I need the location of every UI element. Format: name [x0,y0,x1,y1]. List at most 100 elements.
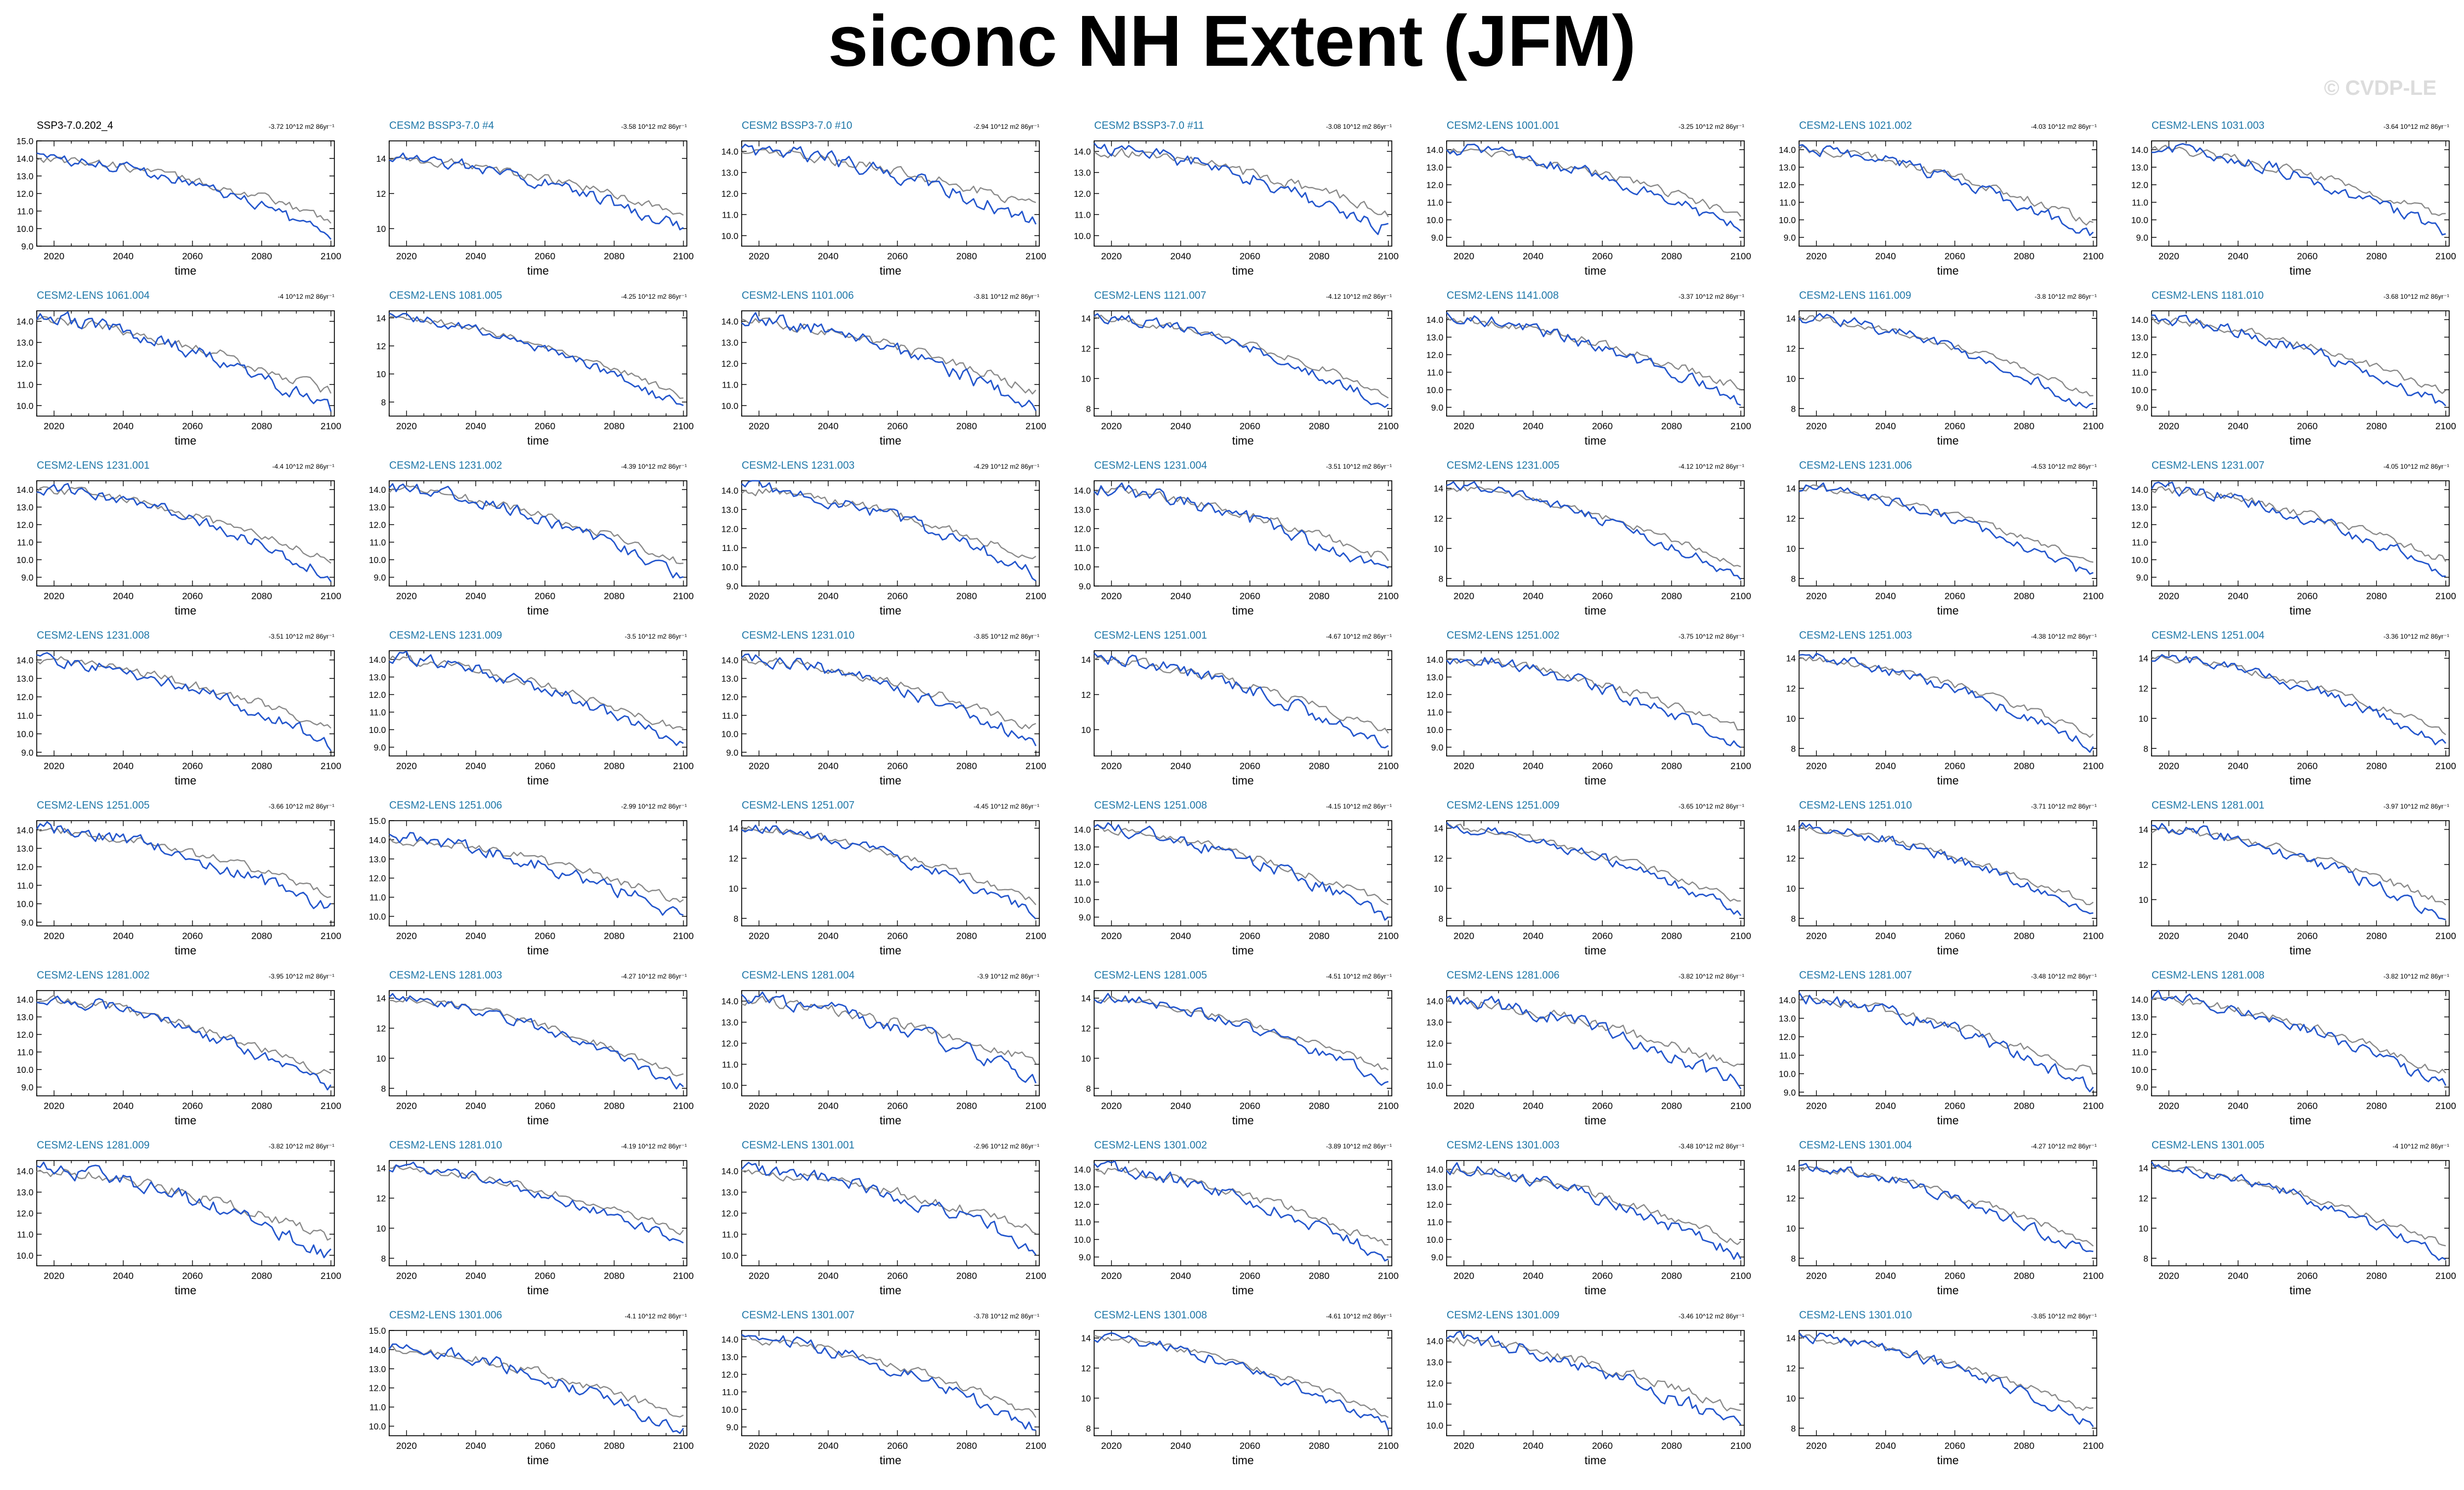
y-tick-label: 10 [1786,1394,1796,1403]
plot-frame [1799,820,2097,926]
x-tick-label: 2020 [1806,1271,1827,1281]
x-tick-label: 2040 [1523,251,1544,261]
y-tick-label: 10.0 [1779,216,1796,225]
x-tick-label: 2020 [749,1441,770,1451]
y-tick-label: 10 [1786,884,1796,894]
y-tick-label: 13.0 [1779,1015,1796,1024]
x-tick-label: 2060 [1592,421,1613,431]
x-tick-label: 2080 [604,761,624,771]
plot-frame [1799,650,2097,757]
x-axis-title: time [2290,265,2312,277]
y-tick-label: 8 [733,914,738,924]
x-tick-label: 2020 [44,591,65,601]
series-line-observed [389,1345,684,1418]
y-tick-label: 14.0 [1779,996,1796,1005]
x-tick-label: 2100 [2083,1101,2104,1111]
chart-panel: CESM2-LENS 1251.004 -3.36 10^12 m2 86yr⁻¹… [2138,630,2456,787]
x-axis-title: time [2290,1284,2312,1297]
x-tick-label: 2100 [1731,591,1751,601]
y-tick-label: 12.0 [721,1209,738,1219]
series-line-model [36,311,332,412]
series-line-observed [1799,824,2094,906]
y-tick-label: 10.0 [1426,386,1443,395]
y-tick-label: 10.0 [2131,1066,2148,1075]
y-tick-label: 10.0 [721,402,738,411]
y-tick-label: 8 [2143,1254,2148,1264]
y-tick-label: 10.0 [16,1066,33,1075]
x-axis-title: time [880,265,902,277]
trend-label: -3.48 10^12 m2 86yr⁻¹ [2031,973,2097,980]
chart-panel: CESM2-LENS 1301.004 -4.27 10^12 m2 86yr⁻¹… [1786,1140,2103,1297]
x-tick-label: 2040 [113,591,134,601]
y-tick-label: 11.0 [1427,368,1443,378]
series-line-model [1798,822,2093,914]
x-tick-label: 2040 [818,1101,839,1111]
y-tick-label: 10.0 [2131,386,2148,395]
x-tick-label: 2060 [182,931,203,941]
series-line-observed [2151,486,2446,562]
y-tick-label: 14 [376,994,386,1004]
panel-label: CESM2-LENS 1141.008 [1447,290,1559,302]
x-axis-title: time [527,1114,549,1127]
y-tick-label: 10.0 [721,1082,738,1091]
y-tick-label: 12.0 [2131,521,2148,530]
panel-label: CESM2-LENS 1101.006 [742,290,854,302]
series-line-observed [1446,486,1742,567]
plot-frame [36,480,335,587]
y-tick-label: 14.0 [2131,146,2148,155]
series-line-model [389,312,684,406]
trend-label: -3.46 10^12 m2 86yr⁻¹ [1678,1312,1744,1320]
panel-label: CESM2-LENS 1301.006 [389,1310,502,1321]
x-tick-label: 2100 [673,1441,694,1451]
x-tick-label: 2060 [534,421,555,431]
y-tick-label: 14 [2138,1164,2148,1174]
x-tick-label: 2100 [1731,421,1751,431]
panel-label: CESM2-LENS 1251.008 [1094,800,1207,811]
y-tick-label: 9.0 [1431,743,1443,753]
y-tick-label: 11.0 [17,538,33,548]
series-line-model [36,152,332,240]
plot-frame [36,310,335,417]
x-tick-label: 2060 [887,421,908,431]
x-tick-label: 2040 [113,1271,134,1281]
x-tick-label: 2100 [2083,1441,2104,1451]
trend-label: -3.97 10^12 m2 86yr⁻¹ [2383,803,2449,810]
x-tick-label: 2080 [2366,931,2387,941]
x-tick-label: 2040 [818,1441,839,1451]
series-line-observed [389,997,684,1077]
trend-label: -3.95 10^12 m2 86yr⁻¹ [269,973,334,980]
x-tick-label: 2020 [1454,251,1475,261]
y-tick-label: 9.0 [1431,234,1443,243]
y-tick-label: 11.0 [369,708,386,718]
x-axis-title: time [1937,435,1959,447]
x-tick-label: 2080 [2366,251,2387,261]
x-tick-label: 2060 [1944,1271,1965,1281]
panel-label: SSP3-7.0.202_4 [37,120,113,132]
trend-label: -3.48 10^12 m2 86yr⁻¹ [1678,1142,1744,1150]
plot-frame [2151,140,2450,247]
y-tick-label: 14 [1786,315,1796,324]
x-tick-label: 2060 [534,931,555,941]
y-tick-label: 10 [1081,1394,1091,1403]
chart-panel: CESM2 BSSP3-7.0 #10 -2.94 10^12 m2 86yr⁻¹… [721,120,1046,277]
x-tick-label: 2020 [749,1271,770,1281]
x-tick-label: 2100 [1378,251,1399,261]
y-tick-label: 12 [2138,861,2148,870]
x-tick-label: 2080 [2366,591,2387,601]
y-tick-label: 12.0 [1426,351,1443,360]
plot-frame [36,140,335,247]
x-axis-title: time [175,945,197,957]
y-tick-label: 11.0 [722,1060,738,1070]
y-tick-label: 14 [1081,1334,1091,1344]
x-tick-label: 2060 [887,251,908,261]
x-tick-label: 2040 [465,591,486,601]
y-tick-label: 13.0 [1074,1183,1091,1192]
y-tick-label: 12 [1081,691,1091,700]
series-line-model [1798,992,2094,1093]
plot-frame [1799,310,2097,417]
series-line-observed [1094,824,1389,906]
trend-label: -4.38 10^12 m2 86yr⁻¹ [2031,633,2097,640]
x-tick-label: 2020 [1454,1271,1475,1281]
x-tick-label: 2020 [2159,1271,2180,1281]
y-tick-label: 12.0 [721,190,738,199]
